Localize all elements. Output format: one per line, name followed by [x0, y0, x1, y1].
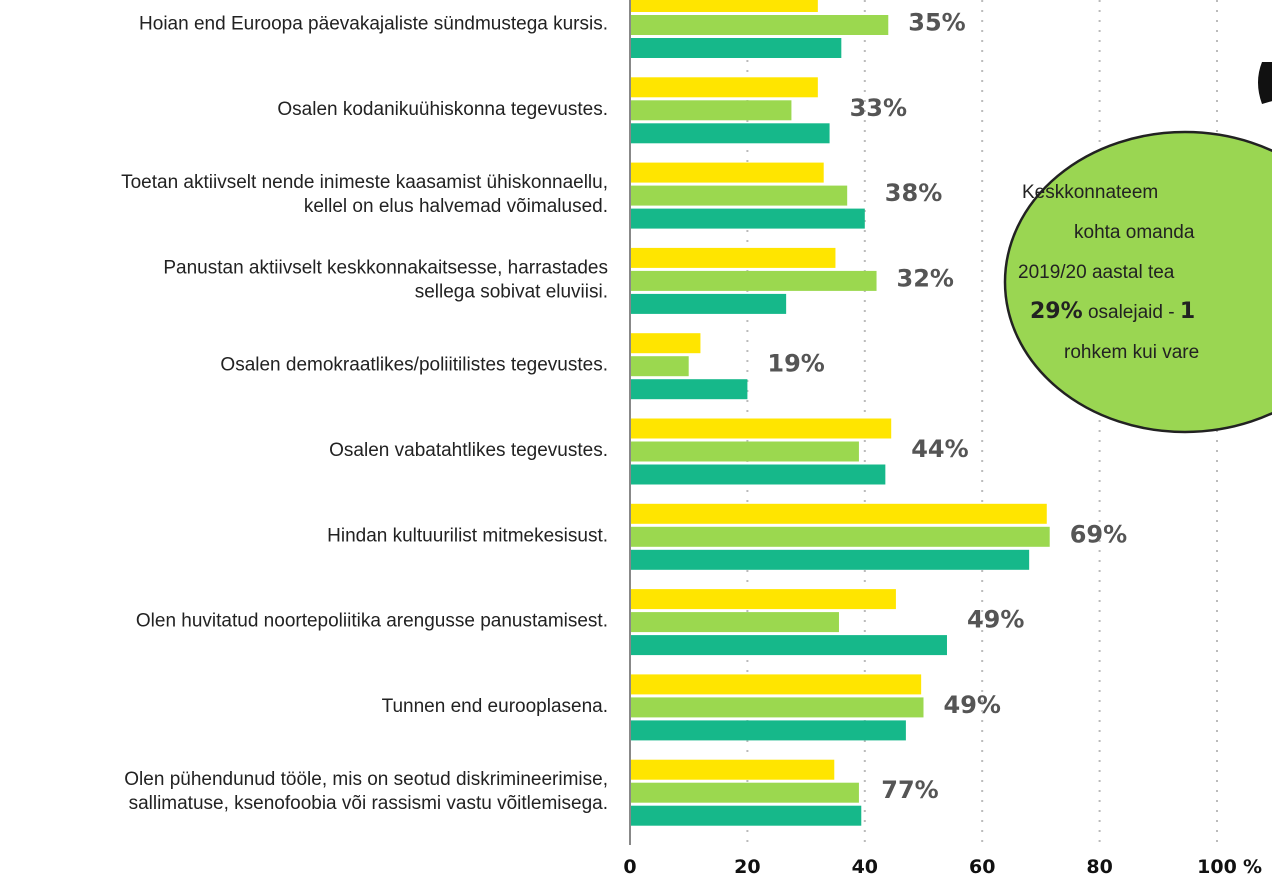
callout-pointer — [1258, 62, 1272, 104]
callout-text-part: rohkem kui vare — [1064, 342, 1199, 363]
callout-text-part: osalejaid - — [1083, 302, 1180, 323]
bar — [630, 418, 892, 439]
bar — [630, 464, 886, 485]
callout-text: 29% osalejaid - 1 — [1030, 299, 1195, 324]
bar — [630, 356, 689, 377]
x-tick-label: 0 — [623, 856, 636, 878]
bar — [630, 379, 748, 400]
category-label: Osalen kodanikuühiskonna tegevustes. — [277, 99, 608, 120]
x-tick-label: 40 — [852, 856, 878, 878]
value-label: 49% — [944, 691, 1001, 719]
category-label: Tunnen end eurooplasena. — [382, 696, 608, 717]
bar — [630, 441, 859, 462]
callout-text: rohkem kui vare — [1064, 342, 1199, 363]
category-label: sallimatuse, ksenofoobia või rassismi va… — [129, 793, 608, 814]
bar — [630, 674, 922, 695]
bar — [630, 15, 889, 35]
bar — [630, 77, 818, 98]
x-axis-label: % — [1243, 856, 1262, 878]
callout-text-part: 29% — [1030, 299, 1083, 324]
callout-text: 2019/20 aastal tea — [1018, 262, 1175, 283]
callout-text: kohta omanda — [1074, 222, 1195, 243]
bar — [630, 697, 924, 718]
value-label: 49% — [967, 606, 1024, 634]
value-label: 69% — [1070, 520, 1127, 548]
category-label: kellel on elus halvemad võimalused. — [304, 196, 608, 217]
bar — [630, 782, 859, 803]
category-label: Osalen demokraatlikes/poliitilistes tege… — [220, 355, 608, 376]
category-label: Olen huvitatud noortepoliitika arengusse… — [136, 611, 608, 632]
bar — [630, 549, 1030, 570]
callout-text-part: kohta omanda — [1074, 222, 1195, 243]
category-label: Olen pühendunud tööle, mis on seotud dis… — [124, 769, 608, 790]
bar — [630, 185, 848, 206]
bar — [630, 333, 701, 354]
bar — [630, 123, 830, 144]
callout-text-part: Keskkonnateem — [1022, 182, 1158, 203]
x-tick-label: 80 — [1086, 856, 1112, 878]
bar — [630, 589, 896, 610]
bar — [630, 503, 1047, 524]
value-label: 77% — [881, 776, 938, 804]
bar — [630, 247, 836, 268]
x-tick-label: 60 — [969, 856, 995, 878]
bar — [630, 635, 947, 656]
bar — [630, 270, 877, 291]
bar — [630, 759, 835, 780]
category-label: Osalen vabatahtlikes tegevustes. — [329, 440, 608, 461]
category-label: Toetan aktiivselt nende inimeste kaasami… — [121, 172, 608, 193]
callout-text: Keskkonnateem — [1022, 182, 1158, 203]
bar — [630, 293, 787, 314]
callout-bubble — [1003, 130, 1272, 434]
category-label: Hoian end Euroopa päevakajaliste sündmus… — [139, 14, 608, 35]
bar — [630, 526, 1050, 547]
bar — [630, 208, 865, 229]
bar — [630, 612, 839, 633]
x-tick-label: 20 — [734, 856, 760, 878]
bar — [630, 0, 818, 12]
bar — [630, 162, 824, 183]
bar — [630, 805, 862, 826]
category-label: Hindan kultuurilist mitmekesisust. — [327, 525, 608, 546]
value-label: 35% — [908, 9, 965, 37]
x-tick-label: 100 — [1197, 856, 1237, 878]
value-label: 38% — [885, 179, 942, 207]
category-label: Panustan aktiivselt keskkonnakaitsesse, … — [163, 257, 608, 278]
value-label: 19% — [767, 350, 824, 378]
value-label: 33% — [850, 94, 907, 122]
callout-text-part: 1 — [1180, 299, 1195, 324]
value-label: 32% — [897, 264, 954, 292]
callout-text-part: 2019/20 aastal tea — [1018, 262, 1175, 283]
bar — [630, 720, 906, 741]
bar — [630, 38, 842, 58]
category-label: sellega sobivat eluviisi. — [415, 281, 608, 302]
value-label: 44% — [911, 435, 968, 463]
bar — [630, 100, 792, 121]
